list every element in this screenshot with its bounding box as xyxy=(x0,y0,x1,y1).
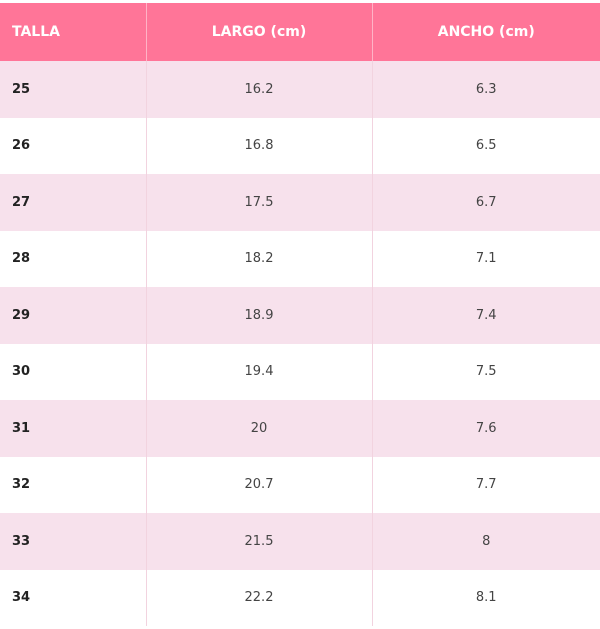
size-cell: 28 xyxy=(0,230,147,287)
size-cell: 34 xyxy=(0,569,147,626)
header-row: TALLA LARGO (cm) ANCHO (cm) xyxy=(0,3,600,61)
table-row: 27 17.5 6.7 xyxy=(0,174,600,231)
measure-cell: 20 xyxy=(146,400,373,457)
size-cell: 32 xyxy=(0,456,147,513)
size-table: TALLA LARGO (cm) ANCHO (cm) 25 16.2 6.3 26 16.… xyxy=(0,3,600,626)
measure-cell: 6.7 xyxy=(372,174,600,231)
table-body: 25 16.2 6.3 26 16.8 6.5 27 17.5 6.7 28 18.2 7.1 29 18… xyxy=(0,61,600,626)
measure-cell: 6.5 xyxy=(372,117,600,174)
table-row: 31 20 7.6 xyxy=(0,400,600,457)
page: TALLA LARGO (cm) ANCHO (cm) 25 16.2 6.3 26 16.… xyxy=(0,3,600,629)
header-cell: LARGO (cm) xyxy=(146,3,373,61)
measure-cell: 19.4 xyxy=(146,343,373,400)
measure-cell: 20.7 xyxy=(146,456,373,513)
table-row: 32 20.7 7.7 xyxy=(0,456,600,513)
size-cell: 31 xyxy=(0,400,147,457)
table-row: 25 16.2 6.3 xyxy=(0,61,600,118)
measure-cell: 7.5 xyxy=(372,343,600,400)
measure-cell: 18.2 xyxy=(146,230,373,287)
header-cell: ANCHO (cm) xyxy=(372,3,600,61)
table-row: 29 18.9 7.4 xyxy=(0,287,600,344)
measure-cell: 8 xyxy=(372,513,600,570)
size-cell: 27 xyxy=(0,174,147,231)
measure-cell: 7.1 xyxy=(372,230,600,287)
measure-cell: 18.9 xyxy=(146,287,373,344)
measure-cell: 16.8 xyxy=(146,117,373,174)
table-row: 34 22.2 8.1 xyxy=(0,569,600,626)
measure-cell: 6.3 xyxy=(372,61,600,118)
measure-cell: 22.2 xyxy=(146,569,373,626)
size-cell: 29 xyxy=(0,287,147,344)
measure-cell: 21.5 xyxy=(146,513,373,570)
measure-cell: 17.5 xyxy=(146,174,373,231)
size-cell: 30 xyxy=(0,343,147,400)
measure-cell: 8.1 xyxy=(372,569,600,626)
table-row: 30 19.4 7.5 xyxy=(0,343,600,400)
table-row: 28 18.2 7.1 xyxy=(0,230,600,287)
table-header: TALLA LARGO (cm) ANCHO (cm) xyxy=(0,3,600,61)
size-cell: 25 xyxy=(0,61,147,118)
table-row: 33 21.5 8 xyxy=(0,513,600,570)
size-cell: 26 xyxy=(0,117,147,174)
table-row: 26 16.8 6.5 xyxy=(0,117,600,174)
size-cell: 33 xyxy=(0,513,147,570)
measure-cell: 7.6 xyxy=(372,400,600,457)
measure-cell: 7.4 xyxy=(372,287,600,344)
measure-cell: 16.2 xyxy=(146,61,373,118)
measure-cell: 7.7 xyxy=(372,456,600,513)
header-cell: TALLA xyxy=(0,3,147,61)
